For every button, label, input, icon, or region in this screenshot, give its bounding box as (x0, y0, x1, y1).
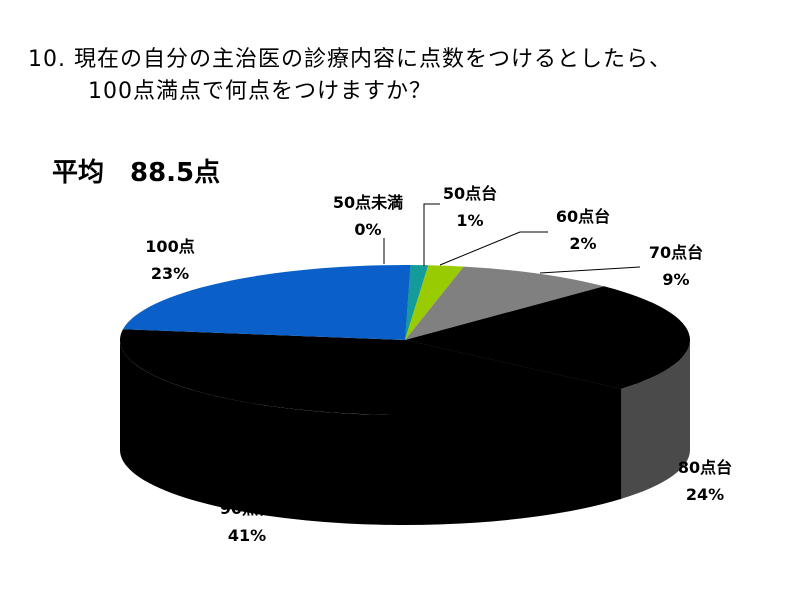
slice-category-label-0: 50点未満 (333, 193, 403, 212)
slice-category-label-6: 100点 (145, 237, 194, 256)
leader-line-1 (423, 203, 440, 266)
slice-percent-label-1: 1% (456, 211, 483, 230)
leader-line-2 (439, 231, 548, 266)
pie-slice-5 (119, 329, 622, 415)
slice-percent-label-0: 0% (354, 220, 381, 239)
pie-slice-2 (405, 265, 464, 340)
slice-percent-label-2: 2% (569, 234, 596, 253)
slice-category-label-4: 80点台 (678, 458, 732, 477)
pie-slice-4 (405, 286, 691, 389)
slice-category-label-5: 90点台 (220, 499, 274, 518)
title-line-1: 10. 現在の自分の主治医の診療内容に点数をつけるとしたら、 (28, 47, 672, 72)
leader-line-3 (539, 266, 641, 274)
pie-side-5 (120, 340, 622, 525)
pie-slice-6 (122, 265, 411, 340)
pie-side-4 (621, 340, 690, 499)
slice-category-label-1: 50点台 (443, 184, 497, 203)
title-line-2: 100点満点で何点をつけますか？ (88, 79, 432, 104)
slice-percent-label-6: 23% (151, 264, 189, 283)
slice-percent-label-3: 9% (662, 270, 689, 289)
pie-slice-1 (405, 265, 429, 340)
chart-title: 10. 現在の自分の主治医の診療内容に点数をつけるとしたら、 100点満点で何点… (28, 44, 672, 108)
slice-percent-label-5: 41% (228, 526, 266, 545)
slice-percent-label-4: 24% (686, 485, 724, 504)
slice-category-label-2: 60点台 (556, 207, 610, 226)
average-score: 平均 88.5点 (52, 158, 221, 188)
pie-slice-3 (405, 266, 604, 340)
slice-category-label-3: 70点台 (649, 243, 703, 262)
